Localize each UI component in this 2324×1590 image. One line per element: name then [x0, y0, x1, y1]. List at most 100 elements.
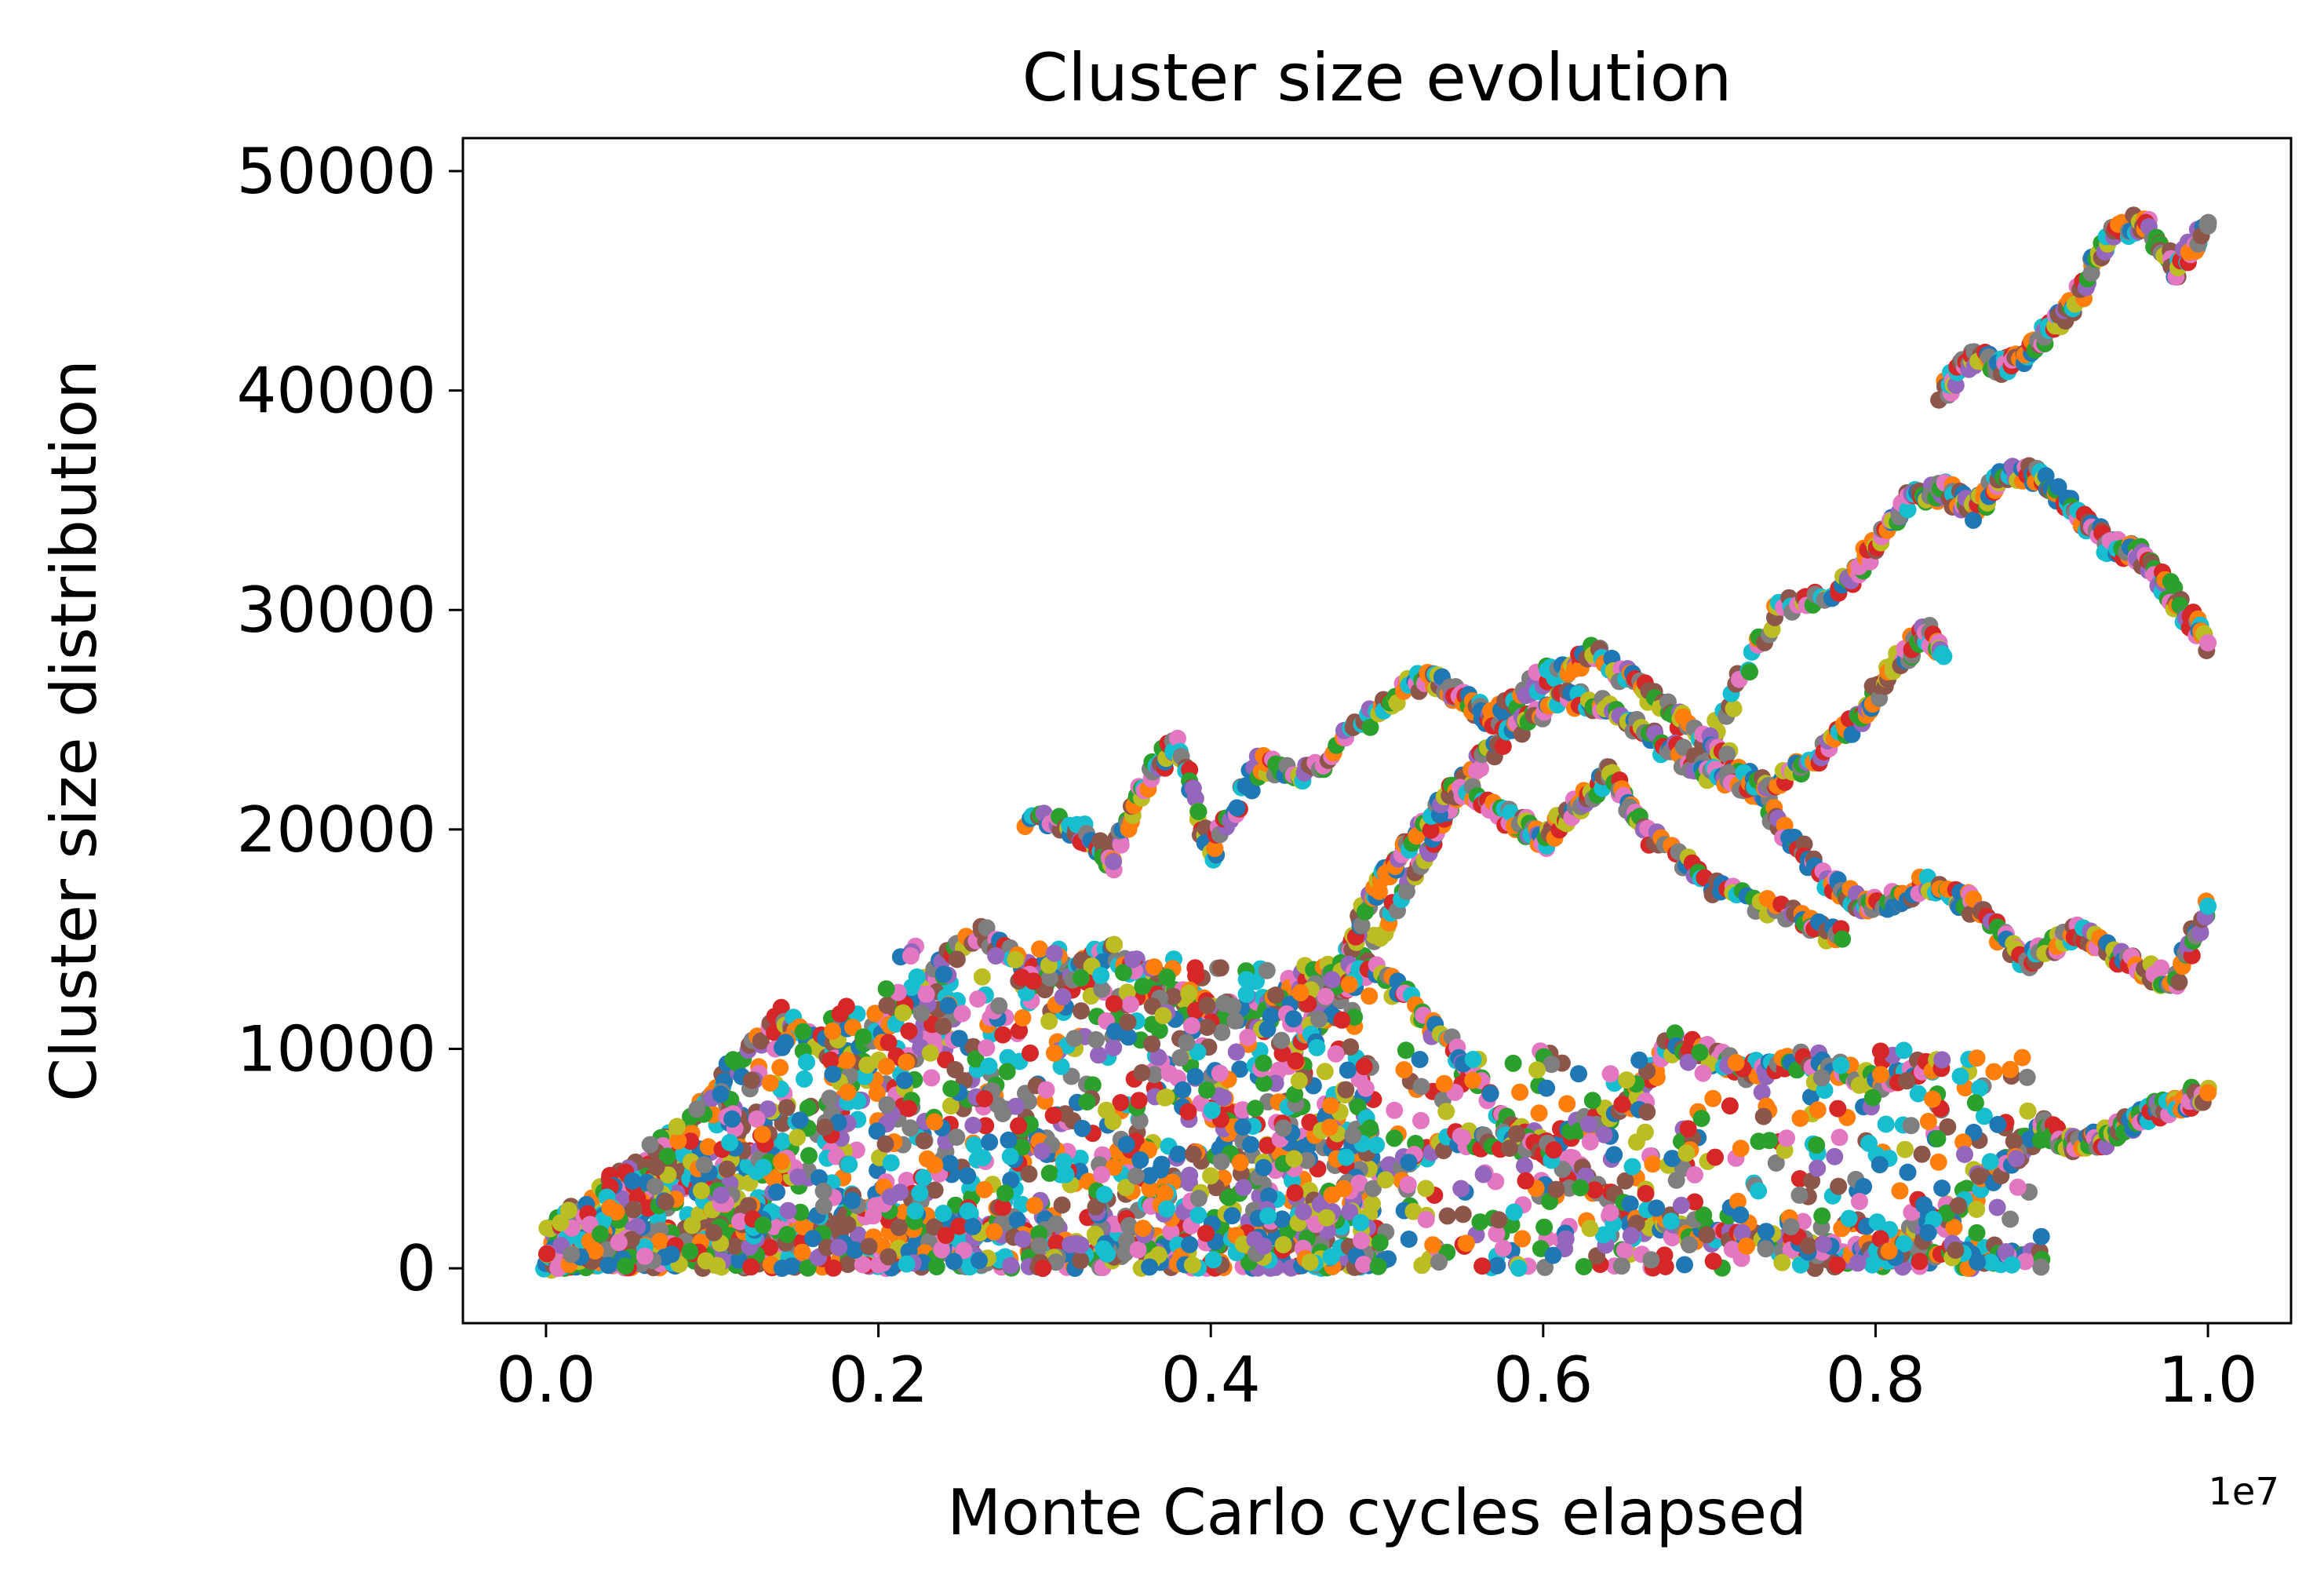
data-point — [794, 1218, 812, 1235]
data-point — [1924, 1090, 1942, 1108]
data-point — [1291, 983, 1310, 1001]
data-point — [1084, 1076, 1102, 1094]
data-point — [1308, 1038, 1326, 1056]
data-point — [1933, 1180, 1951, 1197]
data-point — [774, 1132, 792, 1150]
data-point — [1965, 511, 1982, 529]
data-point — [1586, 1181, 1604, 1199]
data-point — [1618, 1071, 1636, 1089]
data-point — [830, 1238, 848, 1256]
data-point — [1417, 1211, 1435, 1228]
data-point — [778, 1099, 796, 1117]
data-point — [865, 1207, 882, 1225]
data-point — [726, 1237, 744, 1255]
data-point — [1925, 1210, 1943, 1228]
y-tick-label: 10000 — [237, 1012, 437, 1085]
data-point — [880, 1248, 898, 1266]
data-point — [1725, 699, 1743, 717]
data-point — [723, 1110, 741, 1128]
data-point — [1255, 1074, 1273, 1092]
data-point — [1913, 1145, 1931, 1163]
x-tick-label: 1.0 — [2158, 1344, 2257, 1417]
data-point — [1656, 1246, 1674, 1264]
data-point — [1181, 1235, 1199, 1253]
data-point — [1472, 760, 1489, 778]
data-point — [1033, 1143, 1051, 1160]
x-axis: 0.0 0.2 0.4 0.6 0.8 1.0 — [496, 1323, 2258, 1417]
data-point — [1231, 1154, 1249, 1172]
data-point — [967, 1050, 985, 1068]
data-point — [1782, 1218, 1800, 1236]
data-point — [1153, 1155, 1171, 1173]
data-point — [1855, 1178, 1873, 1195]
data-point — [1000, 1131, 1018, 1149]
data-point — [1966, 1094, 1984, 1112]
data-point — [2013, 1048, 2031, 1067]
data-point — [2031, 1131, 2049, 1149]
data-point — [625, 1201, 643, 1219]
data-point — [934, 1017, 952, 1035]
data-point — [796, 1070, 813, 1088]
data-point — [742, 1071, 760, 1089]
data-point — [1342, 1038, 1360, 1056]
data-point — [759, 1100, 777, 1118]
data-point — [1754, 1107, 1772, 1125]
data-point — [1997, 1243, 2015, 1260]
data-point — [1397, 1041, 1415, 1059]
data-point — [1473, 1257, 1492, 1275]
data-point — [1065, 1030, 1084, 1048]
data-point — [1105, 852, 1123, 870]
data-point — [1899, 501, 1917, 519]
data-point — [1025, 972, 1042, 990]
data-point — [821, 1051, 840, 1069]
data-point — [1732, 1206, 1750, 1224]
data-point — [1601, 1065, 1619, 1083]
data-point — [1246, 1100, 1264, 1118]
data-point — [978, 919, 996, 937]
data-point — [1335, 1180, 1353, 1198]
data-point — [1030, 1237, 1048, 1255]
data-point — [1557, 1230, 1575, 1248]
data-point — [1474, 1165, 1492, 1183]
data-point — [1122, 995, 1139, 1013]
data-point — [1514, 1230, 1532, 1248]
data-point — [908, 968, 926, 986]
data-point — [731, 1213, 749, 1231]
data-point — [926, 1181, 944, 1199]
data-point — [1616, 1172, 1634, 1190]
data-point — [1417, 1180, 1435, 1198]
data-point — [911, 1184, 929, 1202]
data-point — [941, 1154, 959, 1172]
data-point — [1290, 1072, 1308, 1090]
data-point — [1007, 950, 1025, 968]
data-point — [1672, 1196, 1690, 1214]
data-point — [1203, 1101, 1221, 1119]
data-point — [1662, 1213, 1680, 1231]
data-point — [1141, 1258, 1159, 1276]
data-point — [1676, 1256, 1693, 1274]
data-point — [1010, 1117, 1028, 1135]
data-point — [1337, 1081, 1355, 1099]
data-point — [1809, 1159, 1827, 1177]
data-point — [923, 1069, 941, 1087]
data-point — [1259, 1020, 1277, 1038]
data-point — [1870, 1156, 1889, 1174]
data-point — [1364, 1195, 1381, 1213]
data-point — [599, 1256, 617, 1275]
x-tick-label: 0.8 — [1826, 1344, 1925, 1417]
data-point — [752, 1032, 770, 1050]
data-point — [1686, 1165, 1703, 1183]
data-point — [1072, 969, 1090, 987]
data-point — [754, 1158, 772, 1176]
data-point — [1057, 1165, 1075, 1183]
data-point — [1014, 1008, 1032, 1027]
data-point — [945, 1253, 963, 1271]
data-point — [1832, 1056, 1850, 1074]
data-point — [1594, 1226, 1612, 1244]
data-point — [1547, 1180, 1565, 1198]
data-point — [697, 1252, 715, 1270]
data-point — [1067, 1234, 1085, 1253]
data-point — [1612, 1257, 1630, 1275]
data-point — [1704, 1253, 1722, 1270]
data-point — [1267, 986, 1284, 1004]
